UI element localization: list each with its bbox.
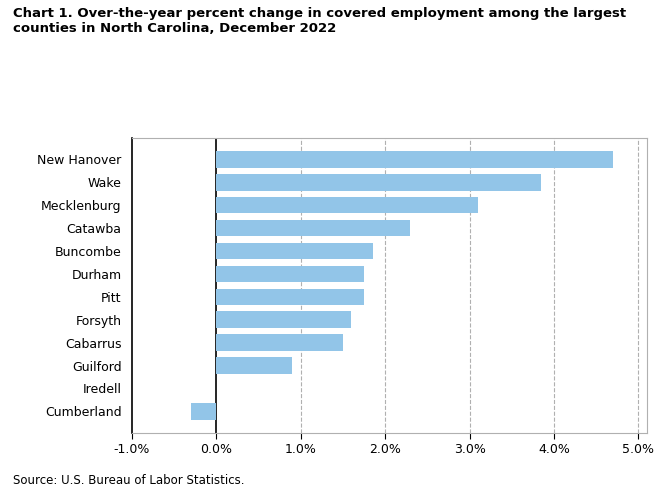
Bar xyxy=(216,197,478,214)
Bar xyxy=(216,174,541,190)
Bar xyxy=(216,220,411,236)
Bar xyxy=(216,289,364,305)
Bar xyxy=(216,266,364,282)
Bar xyxy=(216,151,613,168)
Text: Source: U.S. Bureau of Labor Statistics.: Source: U.S. Bureau of Labor Statistics. xyxy=(13,474,245,487)
Bar xyxy=(216,243,372,259)
Bar xyxy=(216,311,351,328)
Bar xyxy=(216,357,292,374)
Text: Chart 1. Over-the-year percent change in covered employment among the largest
co: Chart 1. Over-the-year percent change in… xyxy=(13,7,626,35)
Bar xyxy=(216,335,343,351)
Bar xyxy=(191,403,216,420)
